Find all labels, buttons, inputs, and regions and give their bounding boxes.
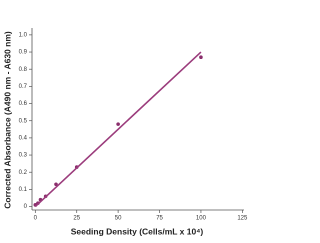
data-point <box>116 122 120 126</box>
y-tick-label: 0.2 <box>19 170 28 176</box>
y-tick-label: 0.7 <box>19 84 28 90</box>
x-tick-label: 25 <box>73 216 80 222</box>
chart: Seeding Density (Cells/mL x 10⁴) Correct… <box>2 28 248 236</box>
y-tick-label: 0.6 <box>19 101 28 107</box>
x-tick-label: 100 <box>196 216 207 222</box>
data-point <box>199 55 203 59</box>
x-tick-label: 75 <box>156 216 163 222</box>
y-tick-label: 0.1 <box>19 187 28 193</box>
data-point <box>54 182 58 187</box>
y-tick-label: 0 <box>24 204 28 210</box>
y-tick-label: 0.5 <box>19 118 28 124</box>
x-tick-label: 50 <box>115 216 122 222</box>
x-tick-label: 0 <box>34 216 38 222</box>
fit-line <box>34 51 202 208</box>
y-tick-label: 0.8 <box>19 67 28 73</box>
x-axis-label: Seeding Density (Cells/mL x 10⁴) <box>71 226 204 236</box>
y-tick-label: 0.3 <box>19 153 28 159</box>
y-tick-label: 0.9 <box>19 50 28 56</box>
x-tick-label: 125 <box>237 216 248 222</box>
y-tick-label: 1.0 <box>19 32 28 38</box>
y-tick-label: 0.4 <box>19 135 28 141</box>
y-axis-label: Corrected Absorbance (A490 nm - A630 nm) <box>2 31 12 209</box>
